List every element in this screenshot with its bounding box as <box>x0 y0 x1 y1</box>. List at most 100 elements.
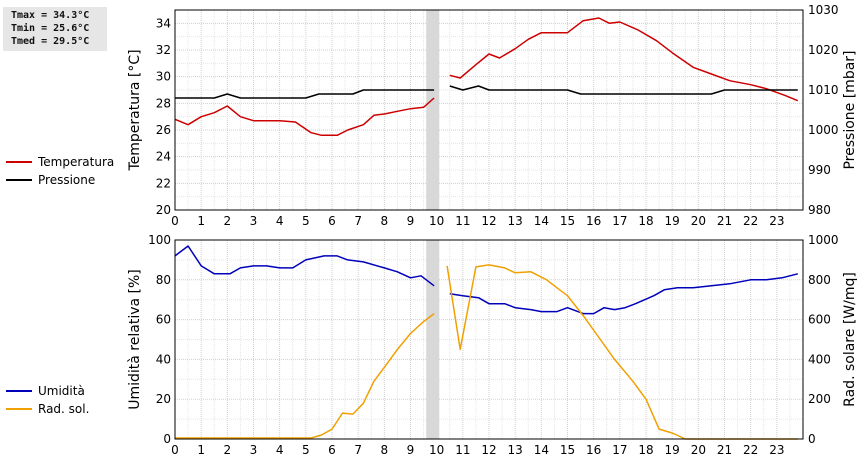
x-tick-label: 16 <box>586 443 601 457</box>
y2-tick-label: 0 <box>808 432 816 446</box>
x-tick-label: 11 <box>455 443 470 457</box>
legend-item-pressione: Pressione <box>6 171 114 189</box>
legend-swatch-temperatura <box>6 161 32 163</box>
x-tick-label: 1 <box>197 214 205 228</box>
y2-tick-label: 990 <box>808 163 831 177</box>
legend-swatch-pressione <box>6 179 32 181</box>
y2-tick-label: 1000 <box>808 233 839 247</box>
legend-bottom: Umidità Rad. sol. <box>6 382 89 418</box>
x-tick-label: 9 <box>407 214 415 228</box>
series-line-temperatura <box>174 97 435 137</box>
plot-frame <box>174 239 804 440</box>
x-tick-label: 21 <box>717 443 732 457</box>
stat-tmax: Tmax = 34.3°C <box>11 10 90 21</box>
x-tick-label: 18 <box>638 214 653 228</box>
y-axis-title: Umidità relativa [%] <box>127 269 143 410</box>
data-gap-band <box>426 240 440 439</box>
legend-item-radsol: Rad. sol. <box>6 400 89 418</box>
y-tick-label: 20 <box>156 203 171 217</box>
y-tick-label: 32 <box>156 43 171 57</box>
x-tick-label: 8 <box>381 443 389 457</box>
y2-tick-label: 800 <box>808 273 831 287</box>
x-tick-label: 19 <box>665 214 680 228</box>
plot-frame <box>174 9 804 211</box>
y-tick-label: 40 <box>156 352 171 366</box>
x-tick-label: 2 <box>224 214 232 228</box>
series-line-umidita <box>174 245 435 287</box>
series-line-pressione <box>175 89 435 99</box>
x-tick-label: 13 <box>508 443 523 457</box>
x-tick-label: 22 <box>743 443 758 457</box>
x-tick-label: 5 <box>302 443 310 457</box>
x-tick-label: 17 <box>612 214 627 228</box>
x-tick-label: 12 <box>481 443 496 457</box>
legend-swatch-radsol <box>6 408 32 410</box>
x-tick-label: 6 <box>328 443 336 457</box>
x-tick-label: 23 <box>769 214 784 228</box>
x-tick-label: 0 <box>171 214 179 228</box>
y-tick-label: 30 <box>156 70 171 84</box>
x-tick-label: 10 <box>429 214 444 228</box>
y2-tick-label: 600 <box>808 313 831 327</box>
series-line-rad-sol- <box>175 313 435 439</box>
x-tick-label: 4 <box>276 214 284 228</box>
y2-tick-label: 980 <box>808 203 831 217</box>
y-tick-label: 28 <box>156 96 171 110</box>
legend-label-pressione: Pressione <box>38 173 96 187</box>
legend-item-temperatura: Temperatura <box>6 153 114 171</box>
x-tick-label: 14 <box>534 214 549 228</box>
x-tick-label: 12 <box>481 214 496 228</box>
x-tick-label: 22 <box>743 214 758 228</box>
chart-panel-1: 0 1 2 3 4 5 6 7 8 9 10 11 12 13 14 15 16 17 18 19 20 21 22 2320… <box>127 3 858 228</box>
legend-top: Temperatura Pressione <box>6 153 114 189</box>
legend-item-umidita: Umidità <box>6 382 89 400</box>
y-tick-label: 0 <box>163 432 171 446</box>
series-line-rad-sol- <box>446 264 798 440</box>
x-tick-label: 3 <box>250 443 258 457</box>
stat-tmed: Tmed = 29.5°C <box>11 36 90 47</box>
series-line-temperatura <box>449 17 799 102</box>
legend-label-umidita: Umidità <box>38 384 85 398</box>
y-tick-label: 20 <box>156 392 171 406</box>
x-tick-label: 13 <box>508 214 523 228</box>
y-tick-label: 26 <box>156 123 171 137</box>
x-tick-label: 17 <box>612 443 627 457</box>
x-tick-label: 23 <box>769 443 784 457</box>
y-axis-title: Temperatura [°C] <box>127 49 143 171</box>
y-tick-label: 60 <box>156 313 171 327</box>
x-tick-label: 1 <box>197 443 205 457</box>
x-tick-label: 15 <box>560 214 575 228</box>
x-tick-label: 18 <box>638 443 653 457</box>
x-tick-label: 0 <box>171 443 179 457</box>
x-tick-label: 19 <box>665 443 680 457</box>
y2-tick-label: 400 <box>808 352 831 366</box>
y-tick-label: 22 <box>156 176 171 190</box>
y-tick-label: 24 <box>156 150 171 164</box>
x-tick-label: 14 <box>534 443 549 457</box>
legend-swatch-umidita <box>6 390 32 392</box>
x-tick-label: 4 <box>276 443 284 457</box>
series-line-pressione <box>449 85 798 95</box>
y2-axis-title: Rad. solare [W/mq] <box>842 272 858 407</box>
legend-label-temperatura: Temperatura <box>38 155 115 169</box>
x-tick-label: 3 <box>250 214 258 228</box>
stat-tmin: Tmin = 25.6°C <box>11 23 90 34</box>
x-tick-label: 11 <box>455 214 470 228</box>
x-tick-label: 15 <box>560 443 575 457</box>
data-gap-band <box>426 10 440 210</box>
x-tick-label: 7 <box>354 443 362 457</box>
y2-tick-label: 1030 <box>808 3 839 17</box>
series-line-umidita <box>449 273 798 315</box>
y2-tick-label: 200 <box>808 392 831 406</box>
x-tick-label: 7 <box>354 214 362 228</box>
y2-axis-title: Pressione [mbar] <box>842 50 858 169</box>
x-tick-label: 20 <box>691 443 706 457</box>
x-tick-label: 21 <box>717 214 732 228</box>
x-tick-label: 20 <box>691 214 706 228</box>
x-tick-label: 9 <box>407 443 415 457</box>
y2-tick-label: 1000 <box>808 123 839 137</box>
y2-tick-label: 1020 <box>808 43 839 57</box>
y2-tick-label: 1010 <box>808 83 839 97</box>
x-tick-label: 16 <box>586 214 601 228</box>
x-tick-label: 10 <box>429 443 444 457</box>
